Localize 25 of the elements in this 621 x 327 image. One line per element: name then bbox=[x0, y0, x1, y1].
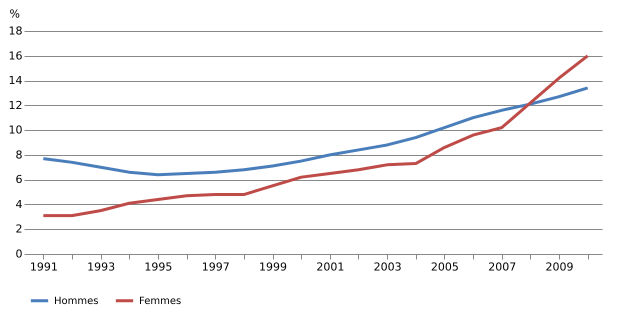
x-tick-label: 1997 bbox=[202, 260, 230, 274]
x-tick-label: 2005 bbox=[430, 260, 459, 274]
y-tick-label: 16 bbox=[8, 49, 22, 62]
x-tick-label: 1995 bbox=[144, 260, 172, 274]
y-tick-label: 14 bbox=[8, 74, 22, 88]
y-tick-label: 12 bbox=[8, 98, 22, 112]
y-tick-label: 8 bbox=[16, 148, 22, 162]
x-tick-label: 2001 bbox=[316, 260, 344, 274]
legend-label: Femmes bbox=[139, 296, 182, 307]
y-axis-title: % bbox=[10, 8, 20, 20]
y-tick-label: 2 bbox=[16, 222, 22, 236]
x-tick-label: 1999 bbox=[259, 260, 288, 274]
y-tick-label: 10 bbox=[8, 124, 22, 137]
x-tick-label: 2007 bbox=[488, 260, 516, 274]
x-tick-label: 2009 bbox=[546, 260, 574, 274]
x-tick-label: 1993 bbox=[87, 260, 116, 274]
line-series bbox=[42, 86, 590, 176]
line-series bbox=[42, 54, 590, 218]
x-tick-label: 1991 bbox=[30, 260, 58, 274]
legend-label: Hommes bbox=[54, 296, 98, 307]
y-tick-label: 18 bbox=[8, 24, 22, 38]
x-tick-label: 2003 bbox=[374, 260, 402, 274]
y-tick-label: 4 bbox=[16, 198, 22, 211]
y-tick-label: 6 bbox=[16, 173, 22, 186]
y-tick-label: 0 bbox=[16, 248, 22, 260]
